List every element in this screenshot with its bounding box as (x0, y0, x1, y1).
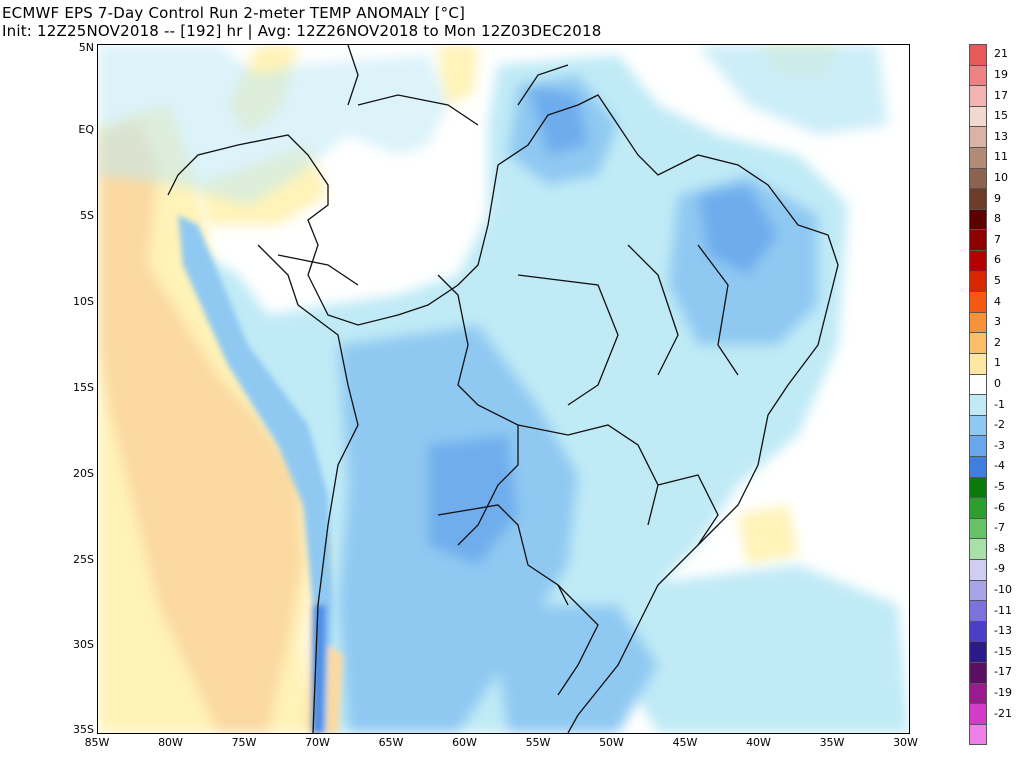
colorbar-label: -19 (994, 685, 1012, 699)
colorbar-swatch (969, 353, 987, 375)
colorbar-label: 5 (994, 273, 1001, 287)
colorbar-label: 15 (994, 109, 1008, 123)
colorbar-swatch (969, 270, 987, 293)
colorbar-swatch (969, 208, 987, 231)
colorbar-swatch (969, 126, 987, 148)
colorbar-label: 6 (994, 253, 1001, 267)
anomaly-map (97, 44, 910, 734)
colorbar-label: -11 (994, 603, 1012, 617)
longitude-label: 50W (599, 736, 624, 749)
map-title: ECMWF EPS 7-Day Control Run 2-meter TEMP… (2, 4, 466, 22)
colorbar-swatch (969, 456, 987, 478)
latitude-label: 25S (73, 553, 94, 566)
longitude-label: 55W (525, 736, 551, 749)
colorbar-swatch (969, 250, 987, 272)
colorbar-swatch (969, 311, 987, 334)
colorbar-label: 0 (994, 376, 1001, 390)
colorbar-swatch (969, 167, 987, 190)
colorbar-label: -5 (994, 479, 1005, 493)
colorbar-label: 4 (994, 294, 1001, 308)
latitude-label: EQ (78, 123, 94, 136)
latitude-label: 5S (80, 209, 94, 222)
colorbar-swatch (969, 188, 987, 210)
colorbar-swatch (969, 229, 987, 251)
colorbar-swatch (969, 394, 987, 416)
colorbar-swatch (969, 147, 987, 169)
colorbar-swatch (969, 291, 987, 313)
colorbar-label: -2 (994, 418, 1005, 432)
colorbar-swatch (969, 414, 987, 437)
colorbar-swatch (969, 538, 987, 560)
colorbar-label: 9 (994, 191, 1001, 205)
country-borders (167, 45, 839, 733)
colorbar-label: -1 (994, 397, 1005, 411)
colorbar-label: 13 (994, 129, 1008, 143)
longitude-label: 70W (305, 736, 330, 749)
colorbar-swatch (969, 497, 987, 519)
colorbar-label: -4 (994, 459, 1005, 473)
colorbar-label: 11 (994, 150, 1008, 164)
colorbar-swatch (969, 559, 987, 581)
colorbar-label: 7 (994, 232, 1001, 246)
colorbar-label: 21 (994, 47, 1008, 61)
colorbar-swatch (969, 517, 987, 540)
colorbar-swatch (969, 703, 987, 725)
colorbar-swatch (969, 105, 987, 128)
colorbar-label: 2 (994, 335, 1001, 349)
colorbar-swatch (969, 476, 987, 499)
andes-cold-ribbon (178, 215, 343, 733)
colorbar-swatch (969, 373, 987, 396)
colorbar-label: -8 (994, 541, 1005, 555)
colorbar-swatch (969, 662, 987, 684)
colorbar-label: -15 (994, 644, 1012, 658)
latitude-label: 30S (73, 638, 94, 651)
colorbar-swatch (969, 682, 987, 705)
colorbar-label: -17 (994, 665, 1012, 679)
longitude-label: 35W (819, 736, 845, 749)
latitude-label: 20S (73, 467, 94, 480)
cold-anomaly-field (98, 45, 909, 733)
colorbar-swatch (969, 44, 987, 66)
longitude-label: 30W (893, 736, 918, 749)
colorbar-swatch (969, 85, 987, 107)
anomaly-map-canvas (98, 45, 909, 733)
colorbar-label: 17 (994, 88, 1008, 102)
latitude-label: 15S (73, 381, 94, 394)
longitude-label: 40W (746, 736, 771, 749)
colorbar-swatch (969, 332, 987, 354)
colorbar-swatch (969, 641, 987, 663)
colorbar-swatch (969, 435, 987, 457)
colorbar-label: -21 (994, 706, 1012, 720)
colorbar-label: -9 (994, 562, 1005, 576)
colorbar-label: 3 (994, 315, 1001, 329)
latitude-label: 10S (73, 295, 94, 308)
colorbar-swatch (969, 600, 987, 622)
colorbar-label: 10 (994, 170, 1008, 184)
colorbar-label: -6 (994, 500, 1005, 514)
colorbar-label: -3 (994, 438, 1005, 452)
colorbar-swatch (969, 64, 987, 87)
colorbar-swatch (969, 620, 987, 643)
longitude-label: 85W (84, 736, 110, 749)
colorbar-label: -13 (994, 624, 1012, 638)
colorbar-swatch (969, 579, 987, 602)
colorbar-swatch (969, 723, 987, 746)
colorbar-label: -10 (994, 582, 1012, 596)
latitude-label: 35S (73, 723, 94, 736)
colorbar-label: 19 (994, 67, 1008, 81)
longitude-label: 45W (672, 736, 698, 749)
colorbar-label: 8 (994, 212, 1001, 226)
latitude-label: 5N (78, 41, 94, 54)
longitude-label: 80W (158, 736, 183, 749)
longitude-label: 65W (378, 736, 404, 749)
map-subtitle: Init: 12Z25NOV2018 -- [192] hr | Avg: 12… (2, 22, 602, 40)
longitude-label: 75W (231, 736, 257, 749)
colorbar-label: 1 (994, 356, 1001, 370)
colorbar-label: -7 (994, 521, 1005, 535)
longitude-label: 60W (452, 736, 477, 749)
